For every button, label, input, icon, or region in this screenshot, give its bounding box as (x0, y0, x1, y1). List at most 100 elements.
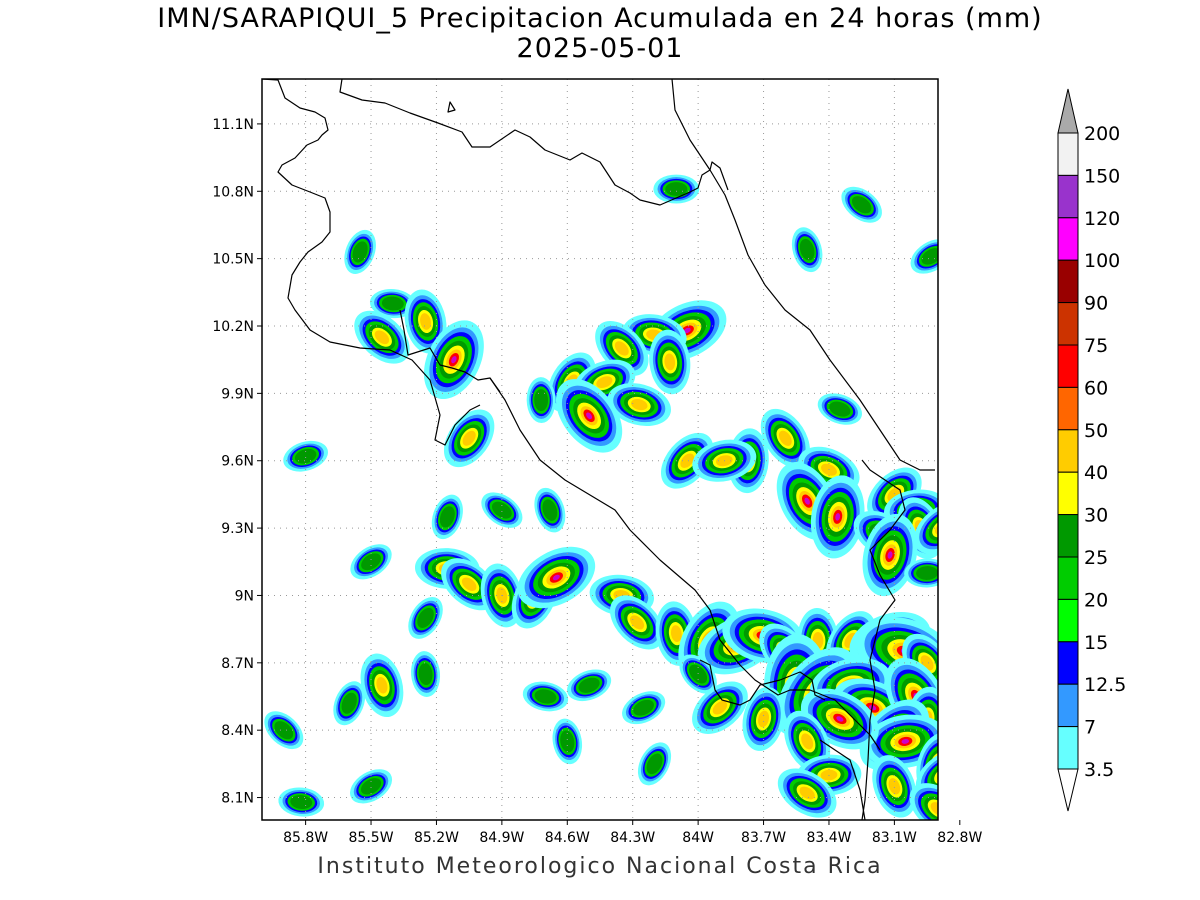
rain-contour (560, 730, 575, 753)
lat-tick-label: 8.1N (221, 791, 254, 807)
rain-contour (938, 664, 1004, 706)
colorbar-legend: 3.5 7 12.5 15 20 25 30 40 50 60 75 90 100 120 150 200 (1057, 88, 1126, 812)
rain-cell (350, 544, 392, 580)
rain-contour (689, 664, 708, 684)
colorbar-segment (1057, 386, 1079, 431)
rain-cell (278, 787, 325, 817)
rain-contour (664, 353, 676, 371)
lat-tick-label: 10.5N (212, 252, 254, 268)
rain-cell (556, 379, 623, 453)
rain-contour (944, 668, 998, 702)
colorbar-segment (1057, 302, 1079, 346)
rain-contour (451, 356, 457, 364)
rain-cell (653, 174, 700, 204)
osa-coast (819, 739, 866, 820)
colorbar-segment (1057, 726, 1079, 770)
colorbar-segment (1057, 259, 1079, 304)
colorbar-label: 75 (1084, 335, 1108, 357)
colorbar-label: 90 (1084, 293, 1108, 315)
rain-cell (810, 475, 865, 559)
rain-contour (948, 671, 994, 700)
rain-contour (804, 497, 810, 505)
colorbar-label: 7 (1084, 717, 1096, 739)
rain-cell (264, 711, 304, 750)
rain-contour (381, 296, 404, 311)
colorbar-segment (1057, 174, 1079, 219)
lat-tick-label: 10.8N (212, 184, 254, 200)
rain-cell (777, 768, 837, 818)
colorbar-segment (1057, 683, 1079, 728)
colorbar-label: 150 (1084, 165, 1120, 187)
rain-contour (962, 680, 979, 691)
nicaragua-coast-north (262, 79, 481, 446)
lon-tick-label: 82.8W (937, 830, 982, 846)
lon-tick-label: 83.7W (741, 830, 786, 846)
rain-contour (376, 677, 388, 694)
lon-tick-label: 85.5W (349, 830, 394, 846)
rain-contour (646, 753, 663, 775)
institution-footer: Instituto Meteorologico Nacional Costa R… (317, 854, 883, 879)
colorbar-bottom-arrow (1057, 768, 1079, 812)
nicoya-coast (699, 659, 826, 706)
rain-contour (888, 778, 901, 795)
rain-contour (439, 506, 455, 528)
plot-frame (261, 78, 939, 821)
lat-tick-label: 10.2N (212, 319, 254, 335)
rain-contour (921, 248, 938, 265)
lon-tick-label: 84.9W (479, 830, 524, 846)
coastline-borders (262, 79, 935, 820)
rain-contour (829, 401, 851, 417)
rain-cell (649, 329, 691, 395)
rain-contour (916, 566, 938, 580)
rain-contour (680, 453, 695, 468)
rain-contour (683, 327, 691, 334)
rain-contour (665, 182, 688, 196)
rain-contour (586, 412, 593, 420)
rain-contour (552, 574, 560, 581)
colorbar-segment (1057, 217, 1079, 261)
rain-contour (420, 313, 431, 330)
rain-cell (333, 681, 366, 726)
colorbar-segment (1057, 344, 1079, 388)
rain-cell (411, 651, 441, 697)
rain-contour (374, 330, 390, 345)
rain-contour (534, 689, 557, 704)
island-outline (447, 101, 456, 113)
inland-border (399, 309, 501, 393)
rain-contour (361, 553, 381, 571)
rain-contour (901, 738, 910, 744)
rain-contour (360, 778, 382, 795)
rain-cell (817, 393, 862, 425)
rain-cell (776, 462, 838, 541)
rain-cell (841, 186, 882, 223)
lat-tick-label: 8.4N (221, 723, 254, 739)
rain-contour (799, 238, 815, 261)
rain-cell (609, 595, 665, 650)
lon-tick-label: 83.4W (806, 830, 851, 846)
colorbar-label: 15 (1084, 632, 1108, 654)
rain-contour (417, 607, 434, 628)
colorbar-label: 12.5 (1084, 674, 1126, 696)
rain-contour (712, 700, 728, 715)
rain-contour (835, 513, 841, 521)
lat-tick-label: 11.1N (212, 117, 254, 133)
colorbar-label: 100 (1084, 250, 1120, 272)
rain-contour (959, 678, 983, 693)
rain-cell (872, 755, 917, 818)
rain-contour (492, 501, 512, 519)
rain-cell (692, 681, 748, 734)
rain-cell (637, 742, 672, 786)
rain-cell (607, 383, 671, 427)
colorbar-segment (1057, 132, 1079, 176)
rain-cell (431, 494, 463, 540)
rain-contour (778, 430, 792, 446)
lat-tick-label: 9.9N (221, 386, 254, 402)
rain-contour (836, 716, 844, 722)
caribbean-coast (671, 79, 935, 471)
rain-cell (534, 487, 566, 533)
rain-contour (758, 710, 770, 728)
rain-cell (567, 669, 612, 702)
map-title: IMN/SARAPIQUI_5 Precipitacion Acumulada … (0, 4, 1200, 64)
nicaragua-border (339, 79, 729, 206)
